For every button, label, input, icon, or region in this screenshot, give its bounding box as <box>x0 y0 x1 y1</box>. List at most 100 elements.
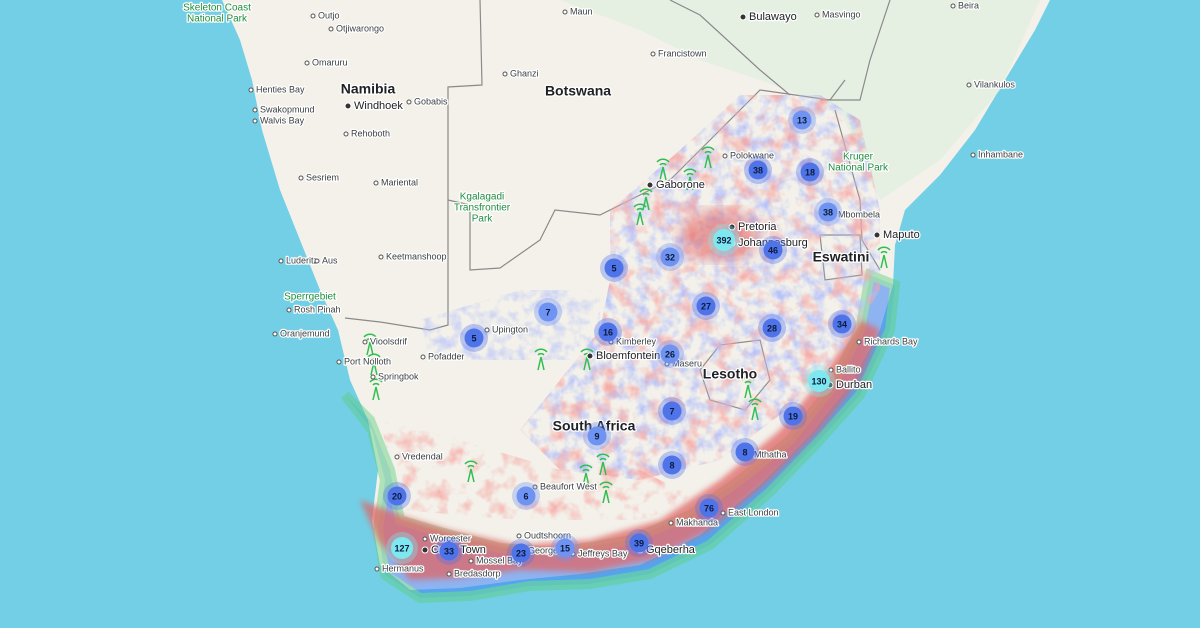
place-label: George <box>528 545 558 555</box>
cluster-count: 32 <box>665 252 675 262</box>
place-label: Makhanda <box>676 517 718 527</box>
place-label: Beaufort West <box>540 481 597 491</box>
place-dot <box>252 107 258 113</box>
tower-mast <box>704 154 712 169</box>
tower-mast <box>583 356 591 371</box>
tower-icon <box>369 378 383 401</box>
cluster-circle <box>662 455 682 475</box>
tower-waves <box>579 464 593 472</box>
park-label: Park <box>472 214 494 225</box>
place-label: Jeffreys Bay <box>578 548 628 558</box>
cluster-count: 20 <box>392 491 402 501</box>
cluster-circle <box>660 344 680 364</box>
tower-waves <box>656 158 670 166</box>
cluster-count: 38 <box>753 165 763 175</box>
cluster-circle <box>391 537 413 559</box>
cluster-count: 46 <box>768 245 778 255</box>
tower-waves <box>363 333 377 341</box>
place-label: Oudtshoorn <box>524 530 571 540</box>
cluster-circle <box>387 486 407 506</box>
cluster-circle <box>762 318 782 338</box>
place-label: Omaruru <box>312 57 348 67</box>
place-dot <box>828 367 834 373</box>
place-dot <box>362 339 368 345</box>
place-dot <box>328 26 334 32</box>
cluster-circle <box>763 240 783 260</box>
towers <box>363 146 891 504</box>
cluster-count: 18 <box>805 167 815 177</box>
place-label: Mariental <box>381 177 418 187</box>
tower-mast <box>636 211 644 226</box>
cluster-count: 8 <box>742 447 747 457</box>
tower-waves <box>369 378 383 386</box>
place-dot <box>248 87 254 93</box>
place-label: Henties Bay <box>256 84 305 94</box>
cluster-marker: 33 <box>435 537 463 565</box>
country-label: South Africa <box>553 418 636 434</box>
place-label: Swakopmund <box>260 104 315 114</box>
city-dot <box>739 13 747 21</box>
place-label: Masvingo <box>822 9 861 19</box>
cluster-marker: 38 <box>744 156 772 184</box>
tower-mast <box>467 468 475 483</box>
tower-icon <box>363 333 377 356</box>
place-label: Mossel Bay <box>476 555 523 565</box>
tower-waves <box>639 188 653 196</box>
cluster-count: 7 <box>545 307 550 317</box>
place-label: Richards Bay <box>864 336 918 346</box>
place-label: Luderitz <box>286 255 319 265</box>
cluster-count: 28 <box>767 323 777 333</box>
tower-icon <box>464 460 478 483</box>
place-dot <box>650 51 656 57</box>
tower-mast <box>366 341 374 356</box>
tower-icon <box>534 348 548 371</box>
place-dot <box>562 9 568 15</box>
tower-mast <box>880 254 888 269</box>
cluster-circle <box>792 110 812 130</box>
major-city-label: Pretoria <box>738 221 777 233</box>
place-dot <box>314 258 320 264</box>
cluster-circle <box>598 322 618 342</box>
place-label: Port Nolloth <box>344 356 391 366</box>
tower-waves <box>599 481 613 489</box>
major-city-label: Durban <box>836 379 872 391</box>
cluster-count: 13 <box>797 115 807 125</box>
cluster-count: 39 <box>634 538 644 548</box>
park-label: Sperrgebiet <box>284 292 336 303</box>
cluster-circle <box>699 498 719 518</box>
cluster-count: 7 <box>669 406 674 416</box>
place-label: Ghanzi <box>510 68 539 78</box>
place-label: Aus <box>322 255 338 265</box>
tower-mast <box>744 384 752 399</box>
place-dot <box>532 484 538 490</box>
cluster-count: 26 <box>665 349 675 359</box>
city-dot <box>728 223 736 231</box>
cluster-count: 392 <box>716 235 731 245</box>
place-label: Vioolsdrif <box>370 336 407 346</box>
cluster-circle <box>696 296 716 316</box>
cluster-circle <box>800 162 820 182</box>
cluster-count: 15 <box>560 543 570 553</box>
place-dot <box>406 99 412 105</box>
cluster-marker: 32 <box>656 243 684 271</box>
city-dot <box>421 546 429 554</box>
cluster-marker: 15 <box>551 534 579 562</box>
cluster-marker: 27 <box>692 292 720 320</box>
place-dot <box>668 520 674 526</box>
cluster-circle <box>783 406 803 426</box>
park-label: Kruger <box>843 152 874 163</box>
place-dot <box>484 327 490 333</box>
place-label: East London <box>728 507 779 517</box>
cluster-count: 127 <box>394 543 409 553</box>
major-city-label: Bulawayo <box>749 11 797 23</box>
place-label: Outjo <box>318 10 340 20</box>
tower-mast <box>642 196 650 211</box>
major-city-label: Windhoek <box>354 100 403 112</box>
cluster-circle <box>604 258 624 278</box>
country-label: Eswatini <box>813 249 870 265</box>
place-label: Inhambane <box>978 149 1023 159</box>
cluster-circle <box>818 202 838 222</box>
cluster-count: 27 <box>701 301 711 311</box>
tower-icon <box>748 398 762 421</box>
place-label: Bredasdorp <box>454 568 501 578</box>
